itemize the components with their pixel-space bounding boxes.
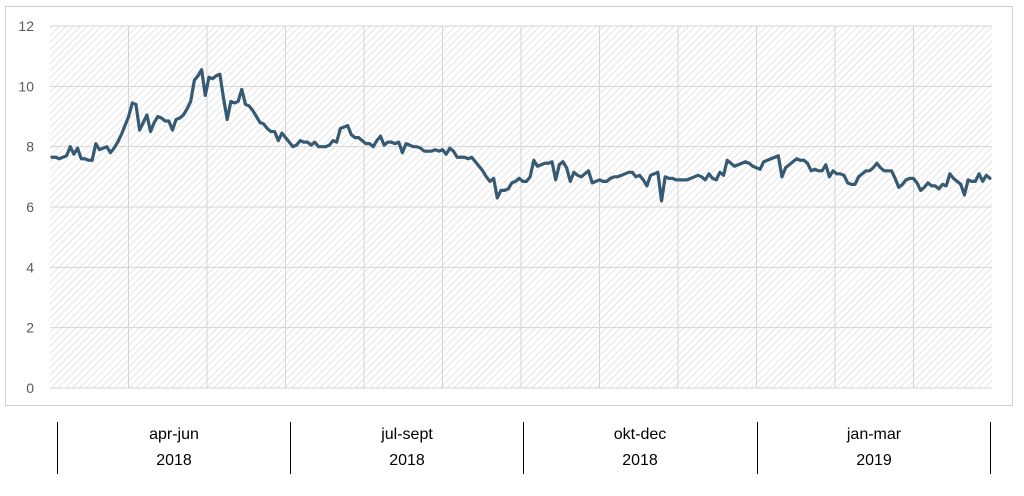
y-tick-label: 10 — [18, 78, 34, 94]
period-separator — [990, 422, 991, 474]
period-quarter: apr-jun — [149, 426, 199, 443]
period-label-q4-2018: okt-dec 2018 — [523, 422, 757, 474]
line-chart: 0 2 4 6 8 10 12 — [18, 18, 992, 396]
period-separator — [290, 422, 291, 474]
period-separator — [57, 422, 58, 474]
y-tick-label: 0 — [26, 380, 34, 396]
period-quarter: jan-mar — [846, 426, 902, 443]
y-tick-label: 12 — [18, 18, 34, 34]
period-year: 2018 — [389, 452, 425, 469]
period-label-q2-2018: apr-jun 2018 — [57, 422, 291, 474]
period-separator — [523, 422, 524, 474]
series-line — [50, 68, 992, 203]
period-label-q1-2019: jan-mar 2019 — [757, 422, 991, 474]
period-year: 2018 — [156, 452, 192, 469]
chart-frame — [5, 6, 1013, 406]
period-quarter: okt-dec — [613, 426, 667, 443]
y-tick-label: 8 — [26, 139, 34, 155]
y-tick-label: 2 — [26, 320, 34, 336]
period-year: 2018 — [622, 452, 658, 469]
period-label-q3-2018: jul-sept 2018 — [290, 422, 524, 474]
y-tick-label: 6 — [26, 199, 34, 215]
period-separator — [757, 422, 758, 474]
y-tick-label: 4 — [26, 259, 34, 275]
period-year: 2019 — [856, 452, 892, 469]
period-quarter: jul-sept — [381, 426, 433, 443]
